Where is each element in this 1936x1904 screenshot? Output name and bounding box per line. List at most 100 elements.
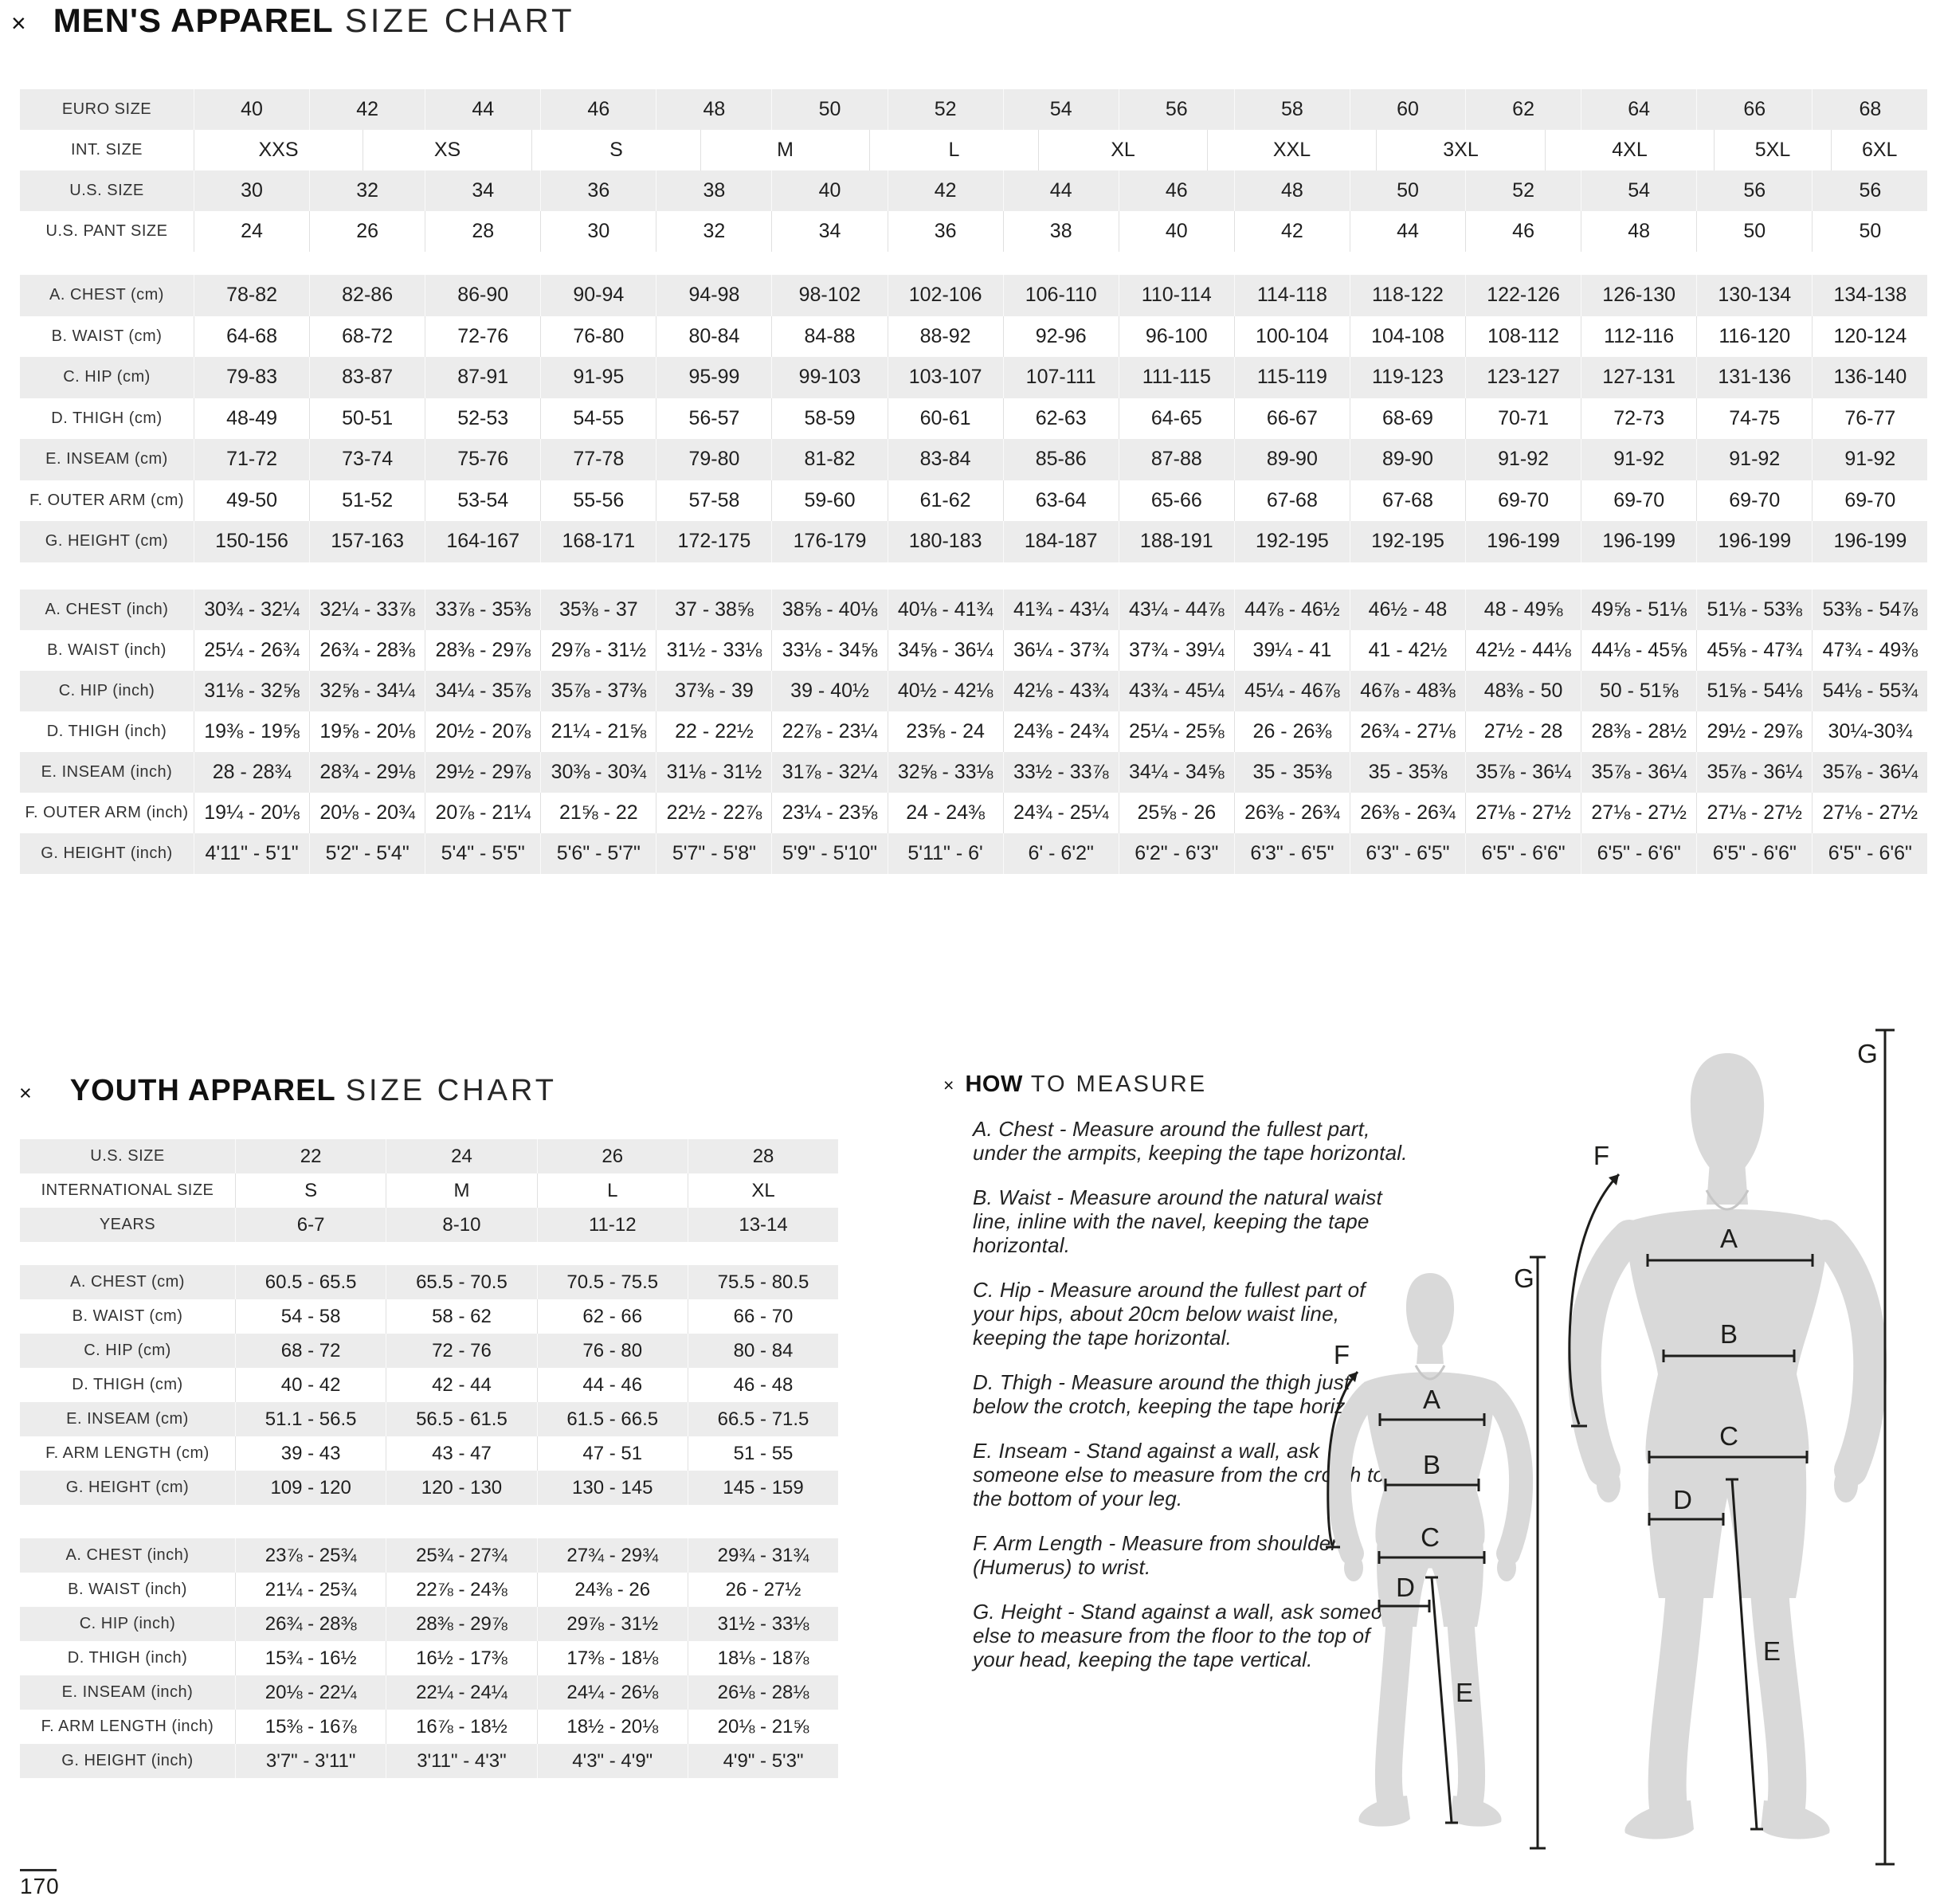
size-cell: 54⅛ - 55¾ [1812,671,1927,711]
size-cell: 25⅝ - 26 [1118,793,1234,833]
size-cell: 119-123 [1349,357,1465,398]
size-cell: 48 [1233,170,1350,211]
size-cell: 87-91 [425,357,540,398]
size-cell: 40 [1118,211,1234,252]
youth-size-chart-title: × YOUTH APPAREL SIZE CHART [19,1074,557,1108]
size-cell: 51-52 [309,480,425,521]
size-cell: 31⅛ - 32⅝ [194,671,309,711]
size-cell: 77-78 [540,439,656,480]
size-cell: 29½ - 29⅞ [425,752,540,793]
size-cell: 62 [1465,89,1581,130]
size-cell: 76 - 80 [536,1334,688,1368]
size-cell: 36¼ - 37¾ [1002,630,1119,671]
size-cell: 192-195 [1233,521,1350,562]
table-row: INT. SIZE XXS XS S M L XL XXL 3XL 4XL 5XL 6XL [20,130,1927,170]
size-cell: 40 [771,170,887,211]
youth-figure-silhouette [1327,1273,1534,1827]
table-row: E. INSEAM (cm) 51.1 - 56.5 56.5 - 61.5 61.5… [20,1402,839,1436]
size-cell: 33½ - 33⅞ [1002,752,1119,793]
size-cell: 32¼ - 33⅞ [309,590,425,630]
size-cell: 19⅝ - 20⅛ [309,711,425,752]
youth-measurement-lines [1326,1256,1546,1850]
row-label: D. THIGH (cm) [51,409,163,427]
size-cell: 25¼ - 25⅝ [1118,711,1234,752]
size-cell: 75.5 - 80.5 [687,1265,838,1299]
size-cell: 50 [1812,211,1927,252]
size-cell: 59-60 [771,480,887,521]
size-cell: 30 [540,211,656,252]
size-cell: 99-103 [771,357,887,398]
size-cell: 76-80 [540,315,656,357]
size-cell: 29⅞ - 31½ [540,630,656,671]
measure-instruction-hip: C. Hip - Measure around the fullest part… [973,1278,1366,1350]
size-cell: 50 [1696,211,1812,252]
label-b: B [1423,1450,1440,1479]
size-cell: 70-71 [1465,398,1581,439]
size-cell: 47¾ - 49⅜ [1812,630,1927,671]
size-cell: 90-94 [540,275,656,316]
size-cell: 28⅜ - 28½ [1581,711,1696,752]
size-cell: 34 [425,170,540,211]
size-cell: 24¾ - 25¼ [1002,793,1119,833]
size-cell: 56.5 - 61.5 [386,1402,536,1436]
table-row: A. CHEST (inch) 30¾ - 32¼ 32¼ - 33⅞ 33⅞ - 3… [20,590,1928,630]
size-cell: 68 - 72 [235,1334,386,1368]
size-cell: 107-111 [1002,357,1119,398]
size-cell: 44⅛ - 45⅝ [1581,630,1696,671]
size-cell: 50-51 [309,398,425,439]
size-cell: 72-76 [425,315,540,357]
row-label: A. CHEST (cm) [70,1273,185,1291]
size-cell: 31½ - 33⅛ [656,630,771,671]
size-cell: 34¼ - 35⅞ [425,671,540,711]
size-cell: 50 [771,89,887,130]
size-cell: 69-70 [1581,480,1696,521]
size-cell: 61-62 [887,480,1003,521]
size-cell: 5'4" - 5'5" [425,833,540,874]
measure-instruction-thigh: D. Thigh - Measure around the thigh just… [973,1370,1397,1418]
size-cell: 28 - 28¾ [194,752,309,793]
row-label: G. HEIGHT (cm) [45,532,169,550]
size-cell: 8-10 [386,1208,536,1242]
size-cell: 37 - 38⅝ [656,590,771,630]
measure-instruction-chest: A. Chest - Measure around the fullest pa… [973,1117,1408,1165]
size-cell: 15⅜ - 16⅞ [235,1710,386,1744]
label-a: A [1423,1385,1440,1414]
page-number-rule [20,1869,57,1871]
size-cell: 46 - 48 [687,1368,838,1402]
size-cell: 5'11" - 6' [887,833,1003,874]
size-cell: 70.5 - 75.5 [536,1265,688,1299]
size-cell: 72-73 [1581,398,1696,439]
size-cell: 96-100 [1118,315,1234,357]
size-cell: 26¾ - 27⅛ [1349,711,1465,752]
size-cell: 24¼ - 26⅛ [536,1675,688,1710]
size-cell: 35 - 35⅜ [1233,752,1350,793]
measure-instruction-inseam: E. Inseam - Stand against a wall, ask so… [973,1439,1385,1510]
size-cell: 75-76 [425,439,540,480]
table-row: D. THIGH (cm) 40 - 42 42 - 44 44 - 46 46 - 4… [20,1368,838,1402]
size-cell: 64-65 [1118,398,1234,439]
row-label: A. CHEST (inch) [65,1546,190,1564]
row-label: C. HIP (cm) [84,1342,171,1359]
table-row: U.S. PANT SIZE 24 26 28 30 32 34 36 38 40 42 44 46 48… [20,211,1927,252]
size-cell: 40 - 42 [235,1368,386,1402]
size-cell: 13-14 [687,1208,838,1242]
size-cell: 30 [194,170,309,211]
size-cell: 46 [1118,170,1234,211]
label-g: G [1857,1039,1878,1068]
how-to-measure-title: × HOW TO MEASURE [943,1071,1421,1098]
size-cell: 34⅝ - 36¼ [887,630,1003,671]
table-row: C. HIP (inch) 26¾ - 28⅜ 28⅜ - 29⅞ 29⅞ - 31½… [20,1607,839,1641]
size-cell: 28⅜ - 29⅞ [425,630,540,671]
size-cell: 51⅛ - 53⅜ [1696,590,1812,630]
size-cell: 6-7 [235,1208,386,1242]
youth-inch-table: A. CHEST (inch) 23⅞ - 25¾ 25¾ - 27¾ 27¾ - 2… [20,1538,839,1778]
measure-instruction-height: G. Height - Stand against a wall, ask so… [973,1600,1406,1671]
row-label: U.S. SIZE [90,1147,165,1165]
size-cell: 56 [1812,170,1927,211]
size-cell: 180-183 [887,521,1003,562]
size-cell: 38⅝ - 40⅛ [771,590,887,630]
label-f: F [1334,1340,1350,1369]
size-cell: 6' - 6'2" [1002,833,1119,874]
size-cell: 196-199 [1465,521,1581,562]
size-cell: 35⅞ - 36¼ [1465,752,1581,793]
